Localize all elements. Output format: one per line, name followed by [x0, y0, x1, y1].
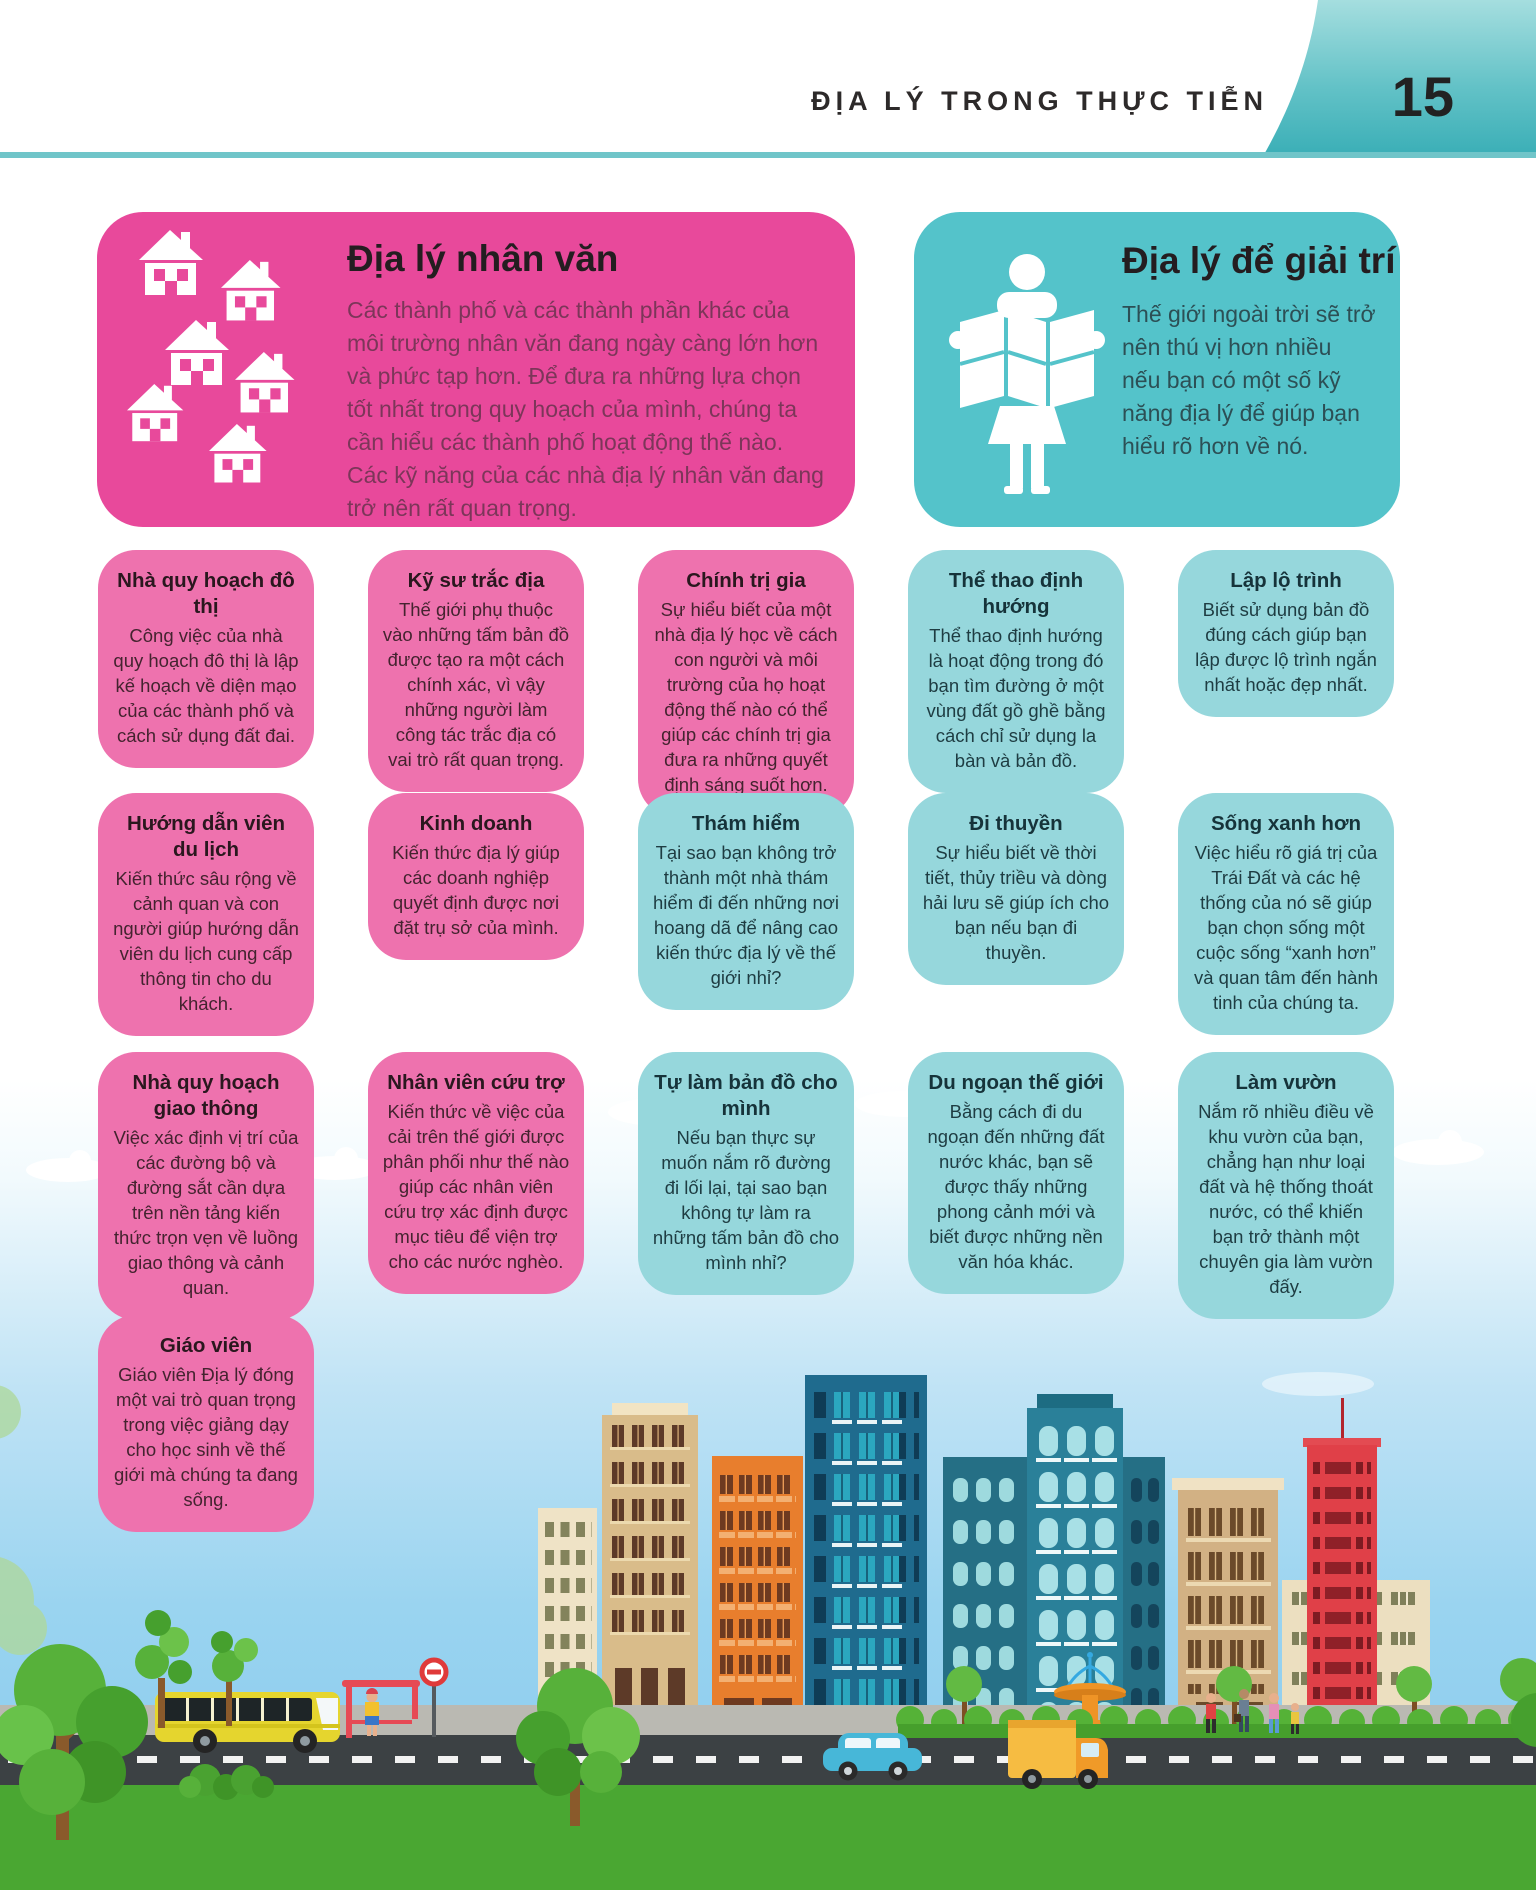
- card-body: Kiến thức địa lý giúp các doanh nghiệp q…: [392, 842, 560, 938]
- card-body: Sự hiểu biết của một nhà địa lý học về c…: [654, 599, 838, 795]
- card-urban-planner: Nhà quy hoạch đô thị Công việc của nhà q…: [98, 550, 314, 768]
- feature-card-human-geography: Địa lý nhân văn Các thành phố và các thà…: [97, 212, 855, 527]
- background-foliage: [0, 1385, 47, 1655]
- pedestrians: [1206, 1689, 1299, 1734]
- card-body: Kiến thức về việc của cải trên thế giới …: [382, 1101, 570, 1272]
- card-title: Giáo viên: [159, 1334, 253, 1357]
- building-petrol: [943, 1394, 1165, 1760]
- right-edge-tree: [1500, 1658, 1536, 1747]
- card-body: Công việc của nhà quy hoạch đô thị là lậ…: [113, 625, 299, 746]
- card-gardening: Làm vườn Nắm rõ nhiều điều về khu vườn c…: [1178, 1052, 1394, 1319]
- card-title: Du ngoạn thế giới: [928, 1071, 1104, 1094]
- large-tree: [0, 1644, 148, 1840]
- card-title: Sống xanh hơn: [1210, 812, 1362, 835]
- card-title: Nhân viên cứu trợ: [387, 1071, 565, 1094]
- small-trees: [135, 1610, 258, 1728]
- card-title: Thám hiểm: [691, 812, 801, 835]
- road-sign: [419, 1657, 449, 1737]
- bus-stop-shelter: [342, 1680, 420, 1738]
- card-body: Nắm rõ nhiều điều về khu vườn của bạn, c…: [1198, 1101, 1374, 1297]
- grass: [0, 1785, 1536, 1890]
- feature-card-recreation: Địa lý để giải trí Thế giới ngoài trời s…: [914, 212, 1400, 527]
- card-body: Tại sao bạn không trở thành một nhà thám…: [653, 842, 839, 988]
- card-title: Nhà quy hoạch giao thông: [132, 1071, 280, 1120]
- card-route-planning: Lập lộ trình Biết sử dụng bản đồ đúng cá…: [1178, 550, 1394, 717]
- truck-illustration: [1008, 1720, 1108, 1789]
- card-world-travel: Du ngoạn thế giới Bằng cách đi du ngoạn …: [908, 1052, 1124, 1294]
- card-title: Hướng dẫn viên du lịch: [126, 812, 286, 861]
- card-body: Thế giới phụ thuộc vào những tấm bản đồ …: [382, 599, 570, 770]
- card-own-maps: Tự làm bản đồ cho mình Nếu bạn thực sự m…: [638, 1052, 854, 1295]
- card-greener-living: Sống xanh hơn Việc hiểu rõ giá trị của T…: [1178, 793, 1394, 1035]
- card-title: Chính trị gia: [686, 569, 806, 592]
- card-body: Biết sử dụng bản đồ đúng cách giúp bạn l…: [1195, 599, 1377, 695]
- waiting-person: [365, 1688, 379, 1736]
- mid-tree: [516, 1668, 640, 1826]
- card-aid-worker: Nhân viên cứu trợ Kiến thức về việc của …: [368, 1052, 584, 1294]
- page-title: ĐỊA LÝ TRONG THỰC TIỄN: [811, 86, 1268, 116]
- card-title: Thể thao định hướng: [948, 569, 1084, 618]
- building-red: [1303, 1398, 1381, 1737]
- feature-body: Thế giới ngoài trời sẽ trở nên thú vị hơ…: [1122, 301, 1376, 459]
- card-title: Kinh doanh: [419, 812, 533, 835]
- card-title: Kỹ sư trắc địa: [407, 569, 545, 592]
- houses-icon: [127, 230, 295, 483]
- card-tour-guide: Hướng dẫn viên du lịch Kiến thức sâu rộn…: [98, 793, 314, 1036]
- card-title: Làm vườn: [1235, 1071, 1337, 1094]
- page-number: 15: [1391, 65, 1454, 128]
- card-body: Bằng cách đi du ngoạn đến những đất nước…: [927, 1101, 1105, 1272]
- card-title: Nhà quy hoạch đô thị: [117, 569, 295, 618]
- building-darkblue: [805, 1375, 927, 1737]
- card-body: Thể thao định hướng là hoạt động trong đ…: [926, 625, 1106, 771]
- header-corner-shape: [1262, 0, 1536, 158]
- card-sailing: Đi thuyền Sự hiểu biết về thời tiết, thủ…: [908, 793, 1124, 985]
- car-illustration: [823, 1733, 922, 1781]
- card-body: Việc xác định vị trí của các đường bộ và…: [113, 1127, 299, 1298]
- card-surveyor: Kỹ sư trắc địa Thế giới phụ thuộc vào nh…: [368, 550, 584, 792]
- card-transport-planner: Nhà quy hoạch giao thông Việc xác định v…: [98, 1052, 314, 1320]
- card-title: Đi thuyền: [969, 812, 1063, 835]
- card-politician: Chính trị gia Sự hiểu biết của một nhà đ…: [638, 550, 854, 817]
- card-body: Việc hiểu rõ giá trị của Trái Đất và các…: [1193, 842, 1379, 1013]
- card-body: Giáo viên Địa lý đóng một vai trò quan t…: [114, 1364, 298, 1510]
- header-divider: [0, 152, 1536, 158]
- feature-title: Địa lý để giải trí: [1122, 240, 1396, 281]
- card-title: Tự làm bản đồ cho mình: [654, 1071, 838, 1120]
- card-teacher: Giáo viên Giáo viên Địa lý đóng một vai …: [98, 1315, 314, 1532]
- building-orange: [712, 1456, 803, 1737]
- building-tan: [602, 1403, 698, 1737]
- card-title: Lập lộ trình: [1230, 569, 1342, 592]
- card-exploration: Thám hiểm Tại sao bạn không trở thành mộ…: [638, 793, 854, 1010]
- map-reader-icon: [949, 254, 1105, 494]
- card-business: Kinh doanh Kiến thức địa lý giúp các doa…: [368, 793, 584, 960]
- card-body: Kiến thức sâu rộng về cảnh quan và con n…: [113, 868, 299, 1014]
- bushes: [179, 1764, 274, 1800]
- bus-illustration: [155, 1692, 340, 1753]
- card-orienteering: Thể thao định hướng Thể thao định hướng …: [908, 550, 1124, 793]
- card-body: Nếu bạn thực sự muốn nắm rõ đường đi lối…: [652, 1127, 840, 1273]
- card-body: Sự hiểu biết về thời tiết, thủy triều và…: [922, 842, 1110, 963]
- feature-body: Các thành phố và các thành phần khác của…: [347, 297, 824, 521]
- feature-title: Địa lý nhân văn: [347, 238, 619, 279]
